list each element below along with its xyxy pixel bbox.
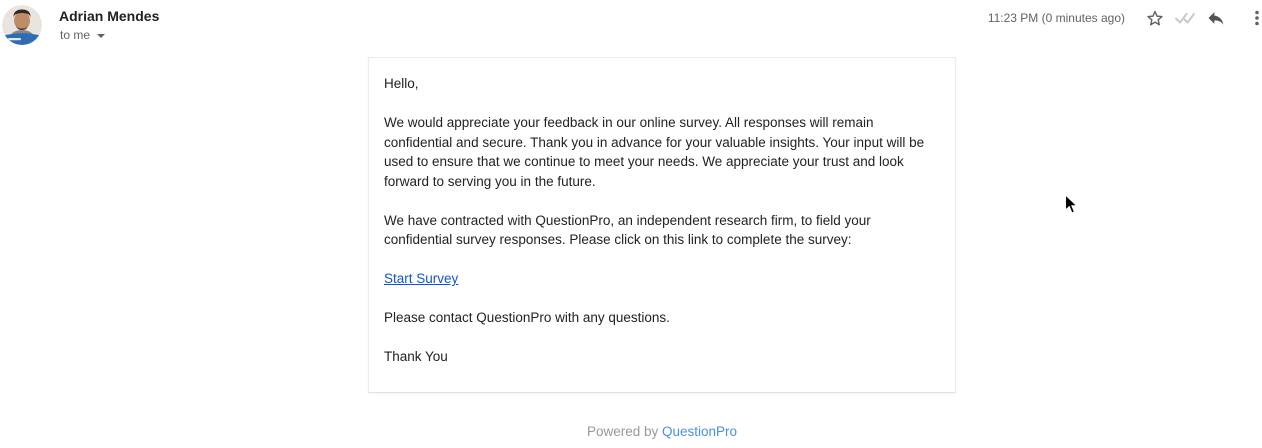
avatar-photo	[2, 5, 42, 45]
recipient-label: to me	[60, 28, 91, 42]
double-check-icon	[1175, 13, 1195, 24]
timestamp: 11:23 PM (0 minutes ago)	[987, 11, 1125, 25]
star-icon	[1147, 10, 1163, 26]
more-options-icon	[1255, 10, 1259, 26]
footer: Powered by QuestionPro	[368, 424, 956, 439]
avatar[interactable]	[2, 5, 42, 45]
questionpro-brand-link[interactable]: QuestionPro	[662, 424, 738, 439]
contact-line: Please contact QuestionPro with any ques…	[384, 310, 670, 325]
body-paragraph-1: We would appreciate your feedback in our…	[384, 115, 925, 189]
reply-icon	[1208, 12, 1224, 25]
email-body-card: Hello, We would appreciate your feedback…	[368, 57, 956, 393]
cursor-arrow-icon	[1065, 193, 1079, 214]
email-header: Adrian Mendes to me 11:23 PM (0 minutes …	[0, 0, 1262, 50]
sender-name[interactable]: Adrian Mendes	[59, 8, 160, 24]
mouse-cursor	[1064, 193, 1079, 220]
signoff-text: Thank You	[384, 349, 448, 364]
star-button[interactable]	[1143, 6, 1167, 30]
chevron-down-icon	[97, 34, 106, 38]
powered-by-label: Powered by	[586, 424, 659, 439]
more-options-button[interactable]	[1245, 6, 1262, 30]
reply-button[interactable]	[1204, 6, 1228, 30]
recipient-dropdown[interactable]: to me	[60, 28, 106, 42]
double-check-indicator	[1173, 6, 1197, 30]
greeting-text: Hello,	[384, 76, 419, 91]
start-survey-link[interactable]: Start Survey	[384, 271, 459, 286]
body-paragraph-2: We have contracted with QuestionPro, an …	[384, 212, 871, 248]
